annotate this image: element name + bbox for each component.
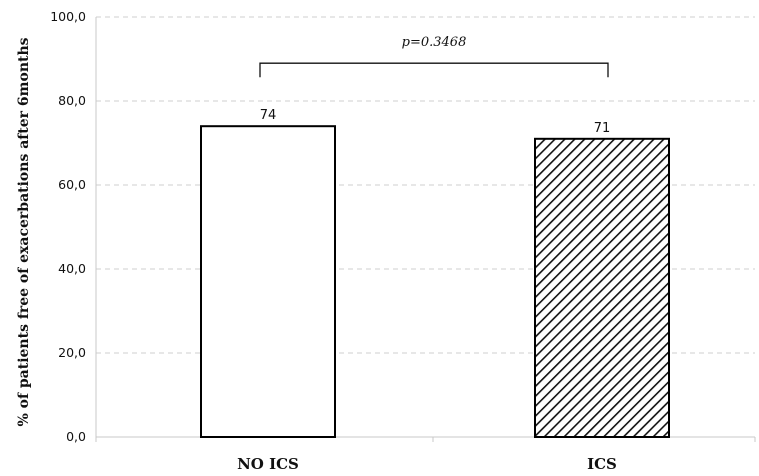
y-tick-label: 100,0 bbox=[50, 9, 86, 24]
y-tick-label: 20,0 bbox=[58, 345, 86, 360]
x-tick-label: NO ICS bbox=[237, 455, 299, 473]
p-value-annotation: p=0.3468 bbox=[402, 35, 467, 50]
x-tick-labels: NO ICS ICS bbox=[237, 455, 617, 473]
significance-bracket bbox=[259, 62, 609, 78]
data-label: 71 bbox=[594, 121, 611, 136]
y-tick-labels: 0,0 20,0 40,0 60,0 80,0 100,0 bbox=[50, 9, 86, 444]
y-tick-label: 80,0 bbox=[58, 93, 86, 108]
y-tick-label: 0,0 bbox=[66, 429, 86, 444]
bar bbox=[534, 137, 670, 439]
data-label: 74 bbox=[260, 108, 277, 123]
x-tick-label: ICS bbox=[587, 455, 617, 473]
bracket-line bbox=[259, 62, 609, 78]
y-tick-label: 60,0 bbox=[58, 177, 86, 192]
y-tick-label: 40,0 bbox=[58, 261, 86, 276]
data-labels: 74 71 bbox=[260, 108, 611, 136]
bar bbox=[200, 125, 336, 438]
y-axis-label: % of patients free of exacerbations afte… bbox=[16, 37, 32, 426]
bars bbox=[200, 125, 670, 439]
